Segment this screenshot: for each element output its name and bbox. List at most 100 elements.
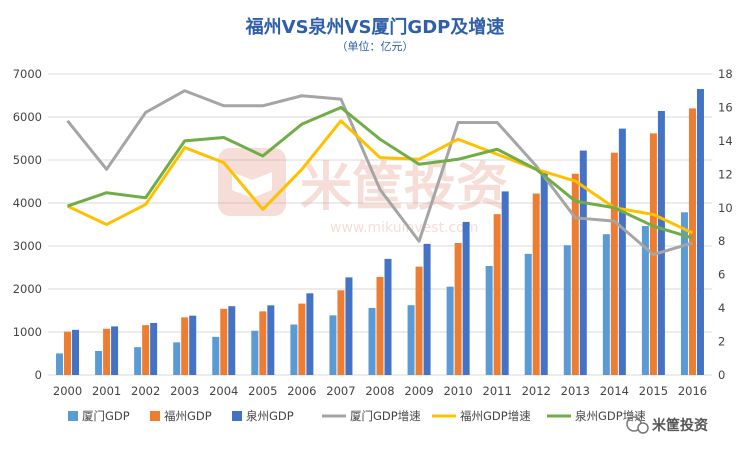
- bar: [532, 193, 540, 375]
- legend: 厦门GDP 福州GDP 泉州GDP 厦门GDP增速 福州GDP增速 泉州GDP增速: [68, 409, 646, 423]
- bar: [345, 277, 353, 375]
- x-tick-label: 2013: [561, 384, 590, 398]
- bar: [571, 173, 579, 375]
- bar: [103, 328, 111, 375]
- bar: [602, 234, 610, 375]
- bar: [423, 243, 431, 375]
- bar: [540, 172, 548, 375]
- bar: [680, 212, 688, 375]
- watermark: 米筐投资 www.mikuinvest.com: [218, 148, 508, 236]
- chart-title: 福州VS泉州VS厦门GDP及增速: [245, 16, 505, 38]
- legend-label: 福州GDP增速: [460, 409, 531, 423]
- bar: [501, 191, 509, 375]
- x-tick-label: 2011: [483, 384, 512, 398]
- legend-label: 福州GDP: [164, 409, 212, 423]
- bar: [368, 307, 376, 375]
- legend-label: 厦门GDP增速: [350, 409, 421, 423]
- x-tick-label: 2007: [326, 384, 355, 398]
- wechat-icon-small: [637, 422, 649, 434]
- x-axis-ticks: 2000 2001 2002 2003 2004 2005 2006 2007 2008 2009…: [53, 384, 707, 398]
- left-tick-label: 7000: [13, 67, 42, 81]
- footer-brand: 米筐投资: [626, 416, 708, 434]
- bar: [688, 108, 696, 376]
- bar: [228, 306, 236, 375]
- left-tick-label: 3000: [13, 239, 42, 253]
- bar: [95, 351, 103, 375]
- lines-layer: [66, 89, 694, 257]
- bar: [173, 342, 181, 375]
- watermark-logo-icon: [218, 148, 286, 216]
- bar: [64, 331, 72, 375]
- bar: [56, 353, 64, 375]
- right-tick-label: 12: [718, 167, 733, 181]
- x-tick-label: 2003: [170, 384, 199, 398]
- bar: [134, 347, 142, 375]
- legend-swatch: [232, 411, 242, 421]
- x-tick-label: 2001: [92, 384, 121, 398]
- right-tick-label: 16: [718, 100, 733, 114]
- bar: [259, 311, 267, 375]
- chart-subtitle: （单位：亿元）: [337, 39, 414, 53]
- bar: [251, 330, 259, 375]
- left-axis-ticks: 0 1000 2000 3000 4000 5000 6000 7000: [13, 67, 42, 382]
- bar: [181, 317, 189, 375]
- right-tick-label: 8: [718, 234, 725, 248]
- right-tick-label: 4: [718, 301, 725, 315]
- bar: [142, 325, 150, 375]
- left-tick-label: 5000: [13, 153, 42, 167]
- right-tick-label: 14: [718, 134, 733, 148]
- x-tick-label: 2002: [131, 384, 160, 398]
- bars-layer: [56, 89, 704, 376]
- bar: [329, 315, 337, 375]
- bar: [696, 89, 704, 376]
- x-tick-label: 2012: [522, 384, 551, 398]
- left-tick-label: 0: [35, 368, 42, 382]
- legend-label: 泉州GDP: [246, 409, 294, 423]
- bar: [220, 308, 228, 375]
- bar: [524, 253, 532, 375]
- bar: [493, 214, 501, 375]
- bar: [610, 152, 618, 375]
- x-tick-label: 2004: [209, 384, 238, 398]
- series-line: [66, 89, 693, 257]
- bar: [290, 324, 298, 375]
- bar: [267, 305, 275, 375]
- bar: [446, 286, 454, 375]
- right-tick-label: 18: [718, 67, 733, 81]
- x-tick-label: 2014: [600, 384, 629, 398]
- bar: [72, 329, 80, 375]
- bar: [415, 266, 423, 375]
- bar: [641, 225, 649, 375]
- legend-label: 厦门GDP: [82, 409, 130, 423]
- watermark-text: 米筐投资: [300, 158, 508, 218]
- x-tick-label: 2015: [639, 384, 668, 398]
- left-tick-label: 2000: [13, 282, 42, 296]
- bar: [306, 293, 314, 375]
- x-tick-label: 2010: [443, 384, 472, 398]
- bar: [189, 315, 197, 375]
- x-tick-label: 2016: [678, 384, 707, 398]
- bar: [384, 258, 392, 375]
- bar: [376, 276, 384, 375]
- bar: [657, 110, 665, 375]
- series-line: [67, 105, 693, 240]
- legend-swatch: [150, 411, 160, 421]
- footer-brand-text: 米筐投资: [652, 417, 708, 434]
- bar: [150, 322, 158, 375]
- left-tick-label: 4000: [13, 196, 42, 210]
- bar: [485, 265, 493, 375]
- bar: [111, 326, 119, 375]
- right-axis-ticks: 0 2 4 6 8 10 12 14 16 18: [718, 67, 733, 382]
- right-tick-label: 6: [718, 268, 725, 282]
- legend-label: 泉州GDP增速: [575, 409, 646, 423]
- x-tick-label: 2008: [365, 384, 394, 398]
- right-tick-label: 10: [718, 201, 733, 215]
- bar: [212, 336, 220, 375]
- bar: [454, 242, 462, 375]
- bar: [298, 303, 306, 375]
- x-tick-label: 2006: [287, 384, 316, 398]
- bar: [407, 305, 415, 375]
- bar: [462, 221, 470, 375]
